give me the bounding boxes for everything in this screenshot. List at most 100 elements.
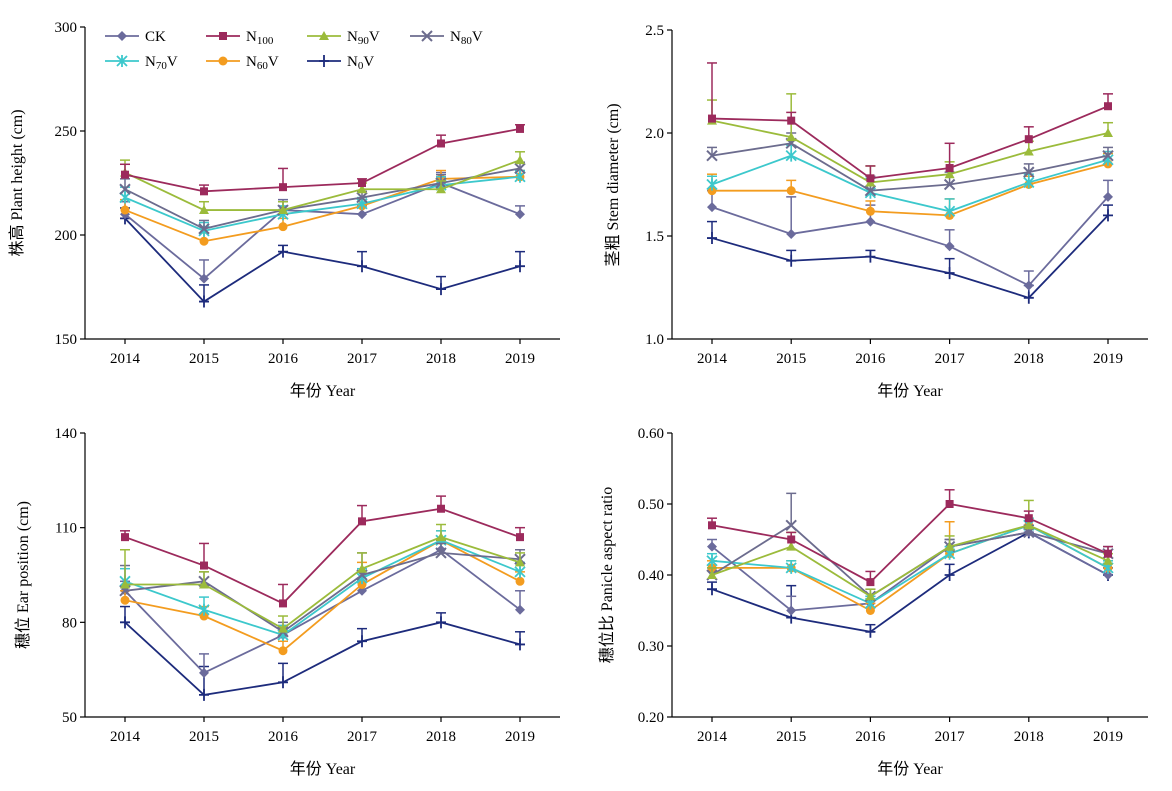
data-point-N70V — [785, 149, 797, 162]
legend-label: N0V — [347, 54, 374, 72]
legend-marker-CK — [117, 31, 127, 41]
y-tick-label: 150 — [55, 332, 78, 348]
data-point-N100 — [358, 517, 366, 526]
data-point-N90V — [436, 532, 446, 542]
x-tick-label: 2014 — [110, 351, 141, 367]
x-axis-label: 年份 Year — [877, 382, 943, 400]
series-line-N100 — [124, 507, 521, 605]
data-point-N100 — [1024, 514, 1033, 523]
data-point-N100 — [516, 533, 524, 542]
chart-panel-3: 50 80 110 140 2014 2015 2016 2017 2018 2019 年份 Yea… — [14, 426, 560, 778]
data-point-CK — [786, 605, 797, 616]
data-point-N90V — [1023, 146, 1034, 156]
legend-label: N100 — [246, 29, 274, 47]
data-point-N90V — [1103, 555, 1113, 565]
chart-panel-1: 150 200 250 300 2014 2015 2016 2017 2018 2019 年份 Y… — [8, 20, 560, 400]
data-point-N0V — [865, 250, 876, 263]
legend-label: N60V — [246, 54, 279, 72]
data-point-N60V — [357, 579, 367, 589]
data-point-CK — [515, 604, 525, 615]
data-point-CK — [1103, 570, 1113, 580]
y-tick-label: 0.20 — [638, 710, 664, 726]
legend-entry-N70V: N70V — [105, 54, 178, 72]
data-point-N0V — [436, 616, 446, 629]
series-N0V — [120, 605, 525, 701]
x-tick-label: 2017 — [935, 351, 966, 367]
y-tick-label: 1.5 — [645, 229, 664, 245]
series-N100 — [120, 124, 525, 196]
series-line-N60V — [712, 163, 1109, 217]
data-point-N90V — [120, 579, 130, 589]
chart-panel-4: 0.20 0.30 0.40 0.50 0.60 2014 2015 2016 2017 2018… — [598, 426, 1148, 778]
data-point-N90V — [278, 623, 288, 633]
data-point-CK — [865, 216, 876, 227]
data-point-N0V — [278, 245, 288, 258]
legend-marker-N0V — [319, 55, 329, 67]
legend: CK N100 N90V N80V N70V N60V N0V — [105, 29, 483, 72]
series-N80V — [706, 492, 1114, 603]
data-point-N80V — [435, 547, 447, 559]
data-point-N90V — [199, 205, 209, 215]
y-axis-label: 茎粗 Stem diameter (cm) — [604, 103, 622, 266]
data-point-N0V — [944, 569, 955, 581]
data-point-N90V — [707, 570, 717, 579]
data-point-N100 — [866, 174, 875, 183]
series-line-N60V — [124, 175, 521, 243]
data-point-CK — [199, 273, 209, 284]
y-axis-label: 株高 Plant height (cm) — [8, 109, 26, 256]
chart-panel-2: 1.0 1.5 2.0 2.5 2014 2015 2016 2017 2018 2019 年份 Y… — [604, 23, 1148, 400]
data-point-N0V — [707, 583, 717, 596]
data-point-N90V — [865, 591, 876, 601]
data-point-CK — [707, 202, 717, 213]
x-axis-label: 年份 Year — [290, 760, 356, 778]
series-CK — [120, 171, 525, 284]
x-tick-label: 2014 — [697, 351, 728, 367]
data-point-N70V — [119, 191, 131, 204]
series-line-N80V — [711, 142, 1109, 192]
series-N90V — [120, 523, 525, 633]
x-tick-label: 2015 — [189, 729, 219, 745]
x-tick-label: 2018 — [426, 729, 456, 745]
x-tick-label: 2016 — [268, 729, 299, 745]
data-point-N70V — [514, 565, 526, 578]
data-point-CK — [707, 541, 717, 552]
series-line-N90V — [125, 536, 521, 630]
legend-label: N90V — [347, 29, 380, 47]
legend-entry-N80V: N80V — [410, 29, 483, 47]
x-tick-label: 2014 — [697, 729, 728, 745]
series-N100 — [120, 495, 525, 608]
data-point-N90V — [357, 184, 367, 194]
data-point-N100 — [708, 114, 716, 123]
data-point-N0V — [278, 676, 288, 689]
x-tick-label: 2016 — [268, 351, 299, 367]
data-point-N100 — [200, 561, 208, 570]
data-point-N0V — [436, 283, 446, 296]
data-point-N0V — [120, 616, 130, 629]
x-tick-label: 2017 — [347, 729, 378, 745]
data-point-N100 — [866, 578, 875, 587]
series-line-N70V — [711, 524, 1109, 605]
data-point-CK — [357, 585, 367, 596]
data-point-N70V — [943, 205, 956, 218]
series-N80V — [119, 161, 526, 235]
data-point-N0V — [786, 254, 797, 267]
legend-entry-N90V: N90V — [307, 29, 380, 47]
data-point-N100 — [787, 116, 796, 125]
series-CK — [120, 539, 525, 678]
data-point-N0V — [357, 635, 367, 648]
series-line-N80V — [124, 167, 521, 230]
series-line-N90V — [711, 524, 1109, 598]
data-point-N90V — [944, 541, 955, 551]
legend-marker-N60V — [218, 56, 228, 66]
data-point-N80V — [119, 183, 131, 195]
data-point-N80V — [943, 178, 956, 191]
data-point-N0V — [515, 260, 525, 273]
data-point-N70V — [785, 561, 797, 574]
data-point-N90V — [1103, 128, 1113, 137]
data-point-N60V — [199, 611, 209, 621]
legend-label: CK — [145, 29, 166, 45]
x-tick-label: 2015 — [776, 729, 806, 745]
series-line-N100 — [124, 128, 521, 193]
data-point-N60V — [120, 205, 130, 215]
data-point-N0V — [515, 638, 525, 651]
